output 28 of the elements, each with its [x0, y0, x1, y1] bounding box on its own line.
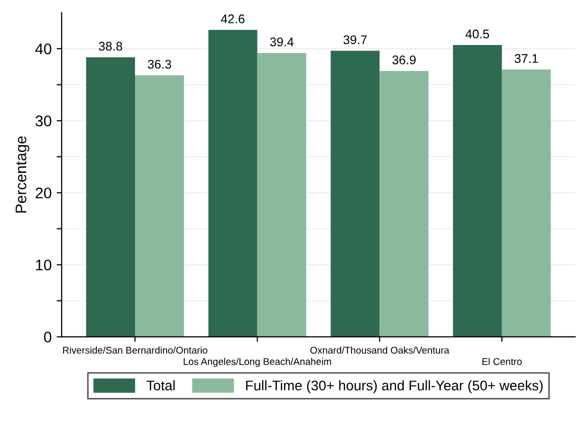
y-tick-label: 30	[36, 116, 52, 126]
data-label: 36.3	[148, 60, 172, 69]
bar	[380, 70, 429, 337]
data-label: 39.4	[270, 37, 294, 46]
data-label: 38.8	[98, 42, 122, 51]
x-tick-label: El Centro	[482, 358, 522, 366]
data-label: 39.7	[343, 35, 367, 44]
bar	[502, 70, 551, 337]
bar	[135, 75, 184, 337]
y-tick-label: 40	[35, 44, 52, 54]
y-tick-label: 0	[44, 332, 52, 342]
data-label: 40.5	[466, 30, 490, 38]
data-label: 42.6	[220, 14, 244, 24]
y-tick-label: 20	[36, 188, 52, 198]
bar	[330, 50, 380, 337]
legend-label: Full-Time (30+ hours) and Full-Year (50+ weeks)	[246, 380, 543, 394]
bar	[208, 30, 258, 337]
bar	[86, 57, 136, 337]
data-label: 37.1	[514, 54, 538, 63]
bar	[257, 52, 306, 337]
legend-label: Total	[146, 380, 175, 390]
bar	[452, 45, 502, 337]
y-tick-label: 10	[36, 260, 52, 270]
x-tick-label: Riverside/San Bernardino/Ontario	[63, 346, 208, 354]
x-tick-label: Oxnard/Thousand Oaks/Ventura	[310, 346, 450, 354]
y-axis-title: Percentage	[16, 136, 30, 213]
x-tick-label: Los Angeles/Long Beach/Anaheim	[184, 358, 331, 367]
data-label: 36.9	[392, 55, 416, 64]
